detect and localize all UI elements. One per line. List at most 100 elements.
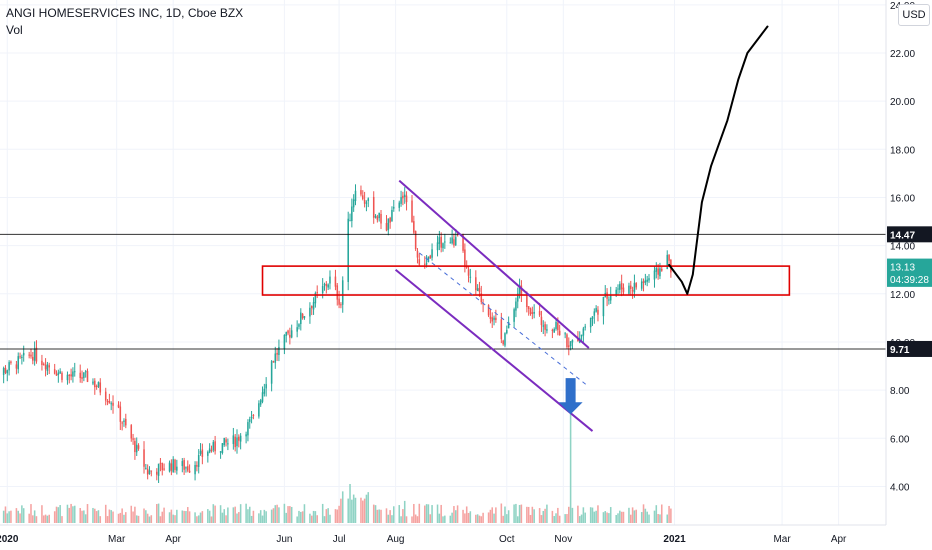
volume-bar <box>365 494 368 523</box>
price-tick-label: 4.00 <box>890 482 910 493</box>
candle-body <box>367 198 370 202</box>
candle-body <box>564 333 566 335</box>
volume-bar <box>402 509 404 523</box>
candle-body <box>66 374 69 381</box>
volume-bar <box>312 510 315 523</box>
volume-bar <box>41 505 43 523</box>
volume-bar <box>35 516 38 523</box>
volume-bar <box>42 515 45 523</box>
volume-bar <box>4 506 7 523</box>
volume-bar <box>400 516 402 523</box>
candle-body <box>648 278 650 281</box>
volume-bar <box>174 515 176 523</box>
volume-bar <box>451 512 453 523</box>
time-tick-label: 2020 <box>0 534 19 545</box>
volume-bar <box>201 511 204 523</box>
candle-body <box>296 327 298 332</box>
volume-bar <box>582 507 585 523</box>
price-tick-label: 22.00 <box>890 49 915 60</box>
candle-body <box>569 341 572 347</box>
volume-bar <box>491 507 493 523</box>
volume-bar <box>161 511 164 523</box>
volume-bar <box>544 508 546 523</box>
candle-body <box>61 372 63 380</box>
volume-bar <box>159 516 162 523</box>
volume-bar <box>119 512 122 523</box>
volume-bar <box>538 508 541 523</box>
candle-body <box>389 217 391 223</box>
candle-body <box>629 285 632 289</box>
candle-body <box>352 199 355 208</box>
time-tick-label: Apr <box>165 534 181 545</box>
volume-bar <box>374 505 377 523</box>
candle-body <box>659 268 661 277</box>
volume-bar <box>555 513 557 523</box>
candle-body <box>22 352 25 356</box>
volume-bar <box>489 509 492 523</box>
volume-bar <box>130 505 133 523</box>
volume-bar <box>143 508 145 523</box>
candle-body <box>276 352 278 355</box>
level-badge <box>887 340 932 357</box>
candle-body <box>79 372 81 379</box>
projection-path <box>668 25 769 295</box>
candle-body <box>185 467 187 469</box>
volume-bar <box>387 514 390 523</box>
volume-bar <box>429 514 432 523</box>
volume-bar <box>480 516 483 523</box>
candle-body <box>298 324 300 327</box>
candle-body <box>188 470 191 473</box>
volume-bar <box>156 504 158 523</box>
candle-body <box>225 439 227 443</box>
volume-bar <box>334 509 337 523</box>
candle-body <box>668 254 670 261</box>
volume-bar <box>183 510 185 523</box>
volume-bar <box>290 506 293 523</box>
candle-body <box>303 316 306 318</box>
candle-body <box>398 202 401 208</box>
currency-button[interactable]: USD <box>898 4 930 26</box>
candle-body <box>411 200 413 223</box>
volume-bar <box>507 510 510 523</box>
volume-bar <box>112 511 114 523</box>
candle-body <box>108 401 111 404</box>
candle-body <box>405 195 408 203</box>
price-tick-label: 12.00 <box>890 290 915 301</box>
candle-body <box>635 283 638 288</box>
volume-bar <box>398 505 401 523</box>
volume-bar <box>22 508 25 523</box>
volume-bar <box>577 505 579 523</box>
candle-body <box>609 294 612 301</box>
candle-body <box>644 280 647 283</box>
candle-body <box>475 277 477 291</box>
chart-title: ANGI HOMESERVICES INC, 1D, Cboe BZX <box>6 6 244 20</box>
candle-body <box>290 330 293 338</box>
volume-bar <box>363 498 366 523</box>
candle-body <box>223 437 226 445</box>
volume-bar <box>303 504 306 523</box>
candle-body <box>365 202 368 204</box>
candle-body <box>464 249 466 268</box>
volume-bar <box>70 503 72 523</box>
volume-bar <box>84 514 87 523</box>
volume-bar <box>593 511 596 523</box>
grid <box>0 0 886 525</box>
volume-bar <box>66 504 69 523</box>
candle-body <box>493 317 495 320</box>
volume-bar <box>236 513 238 523</box>
volume-bar <box>380 509 382 523</box>
volume-bar <box>239 504 242 523</box>
volume-bar <box>259 510 262 523</box>
candle-body <box>146 468 149 475</box>
price-tick-label: 20.00 <box>890 97 915 108</box>
volume-bar <box>276 504 278 523</box>
volume-bar <box>438 513 441 523</box>
volume-bar <box>633 510 636 523</box>
candle-body <box>252 414 255 416</box>
candle-body <box>157 463 160 476</box>
candle-body <box>334 276 337 287</box>
candle-body <box>214 441 216 452</box>
candle-body <box>112 402 114 406</box>
volume-bar <box>168 512 171 523</box>
